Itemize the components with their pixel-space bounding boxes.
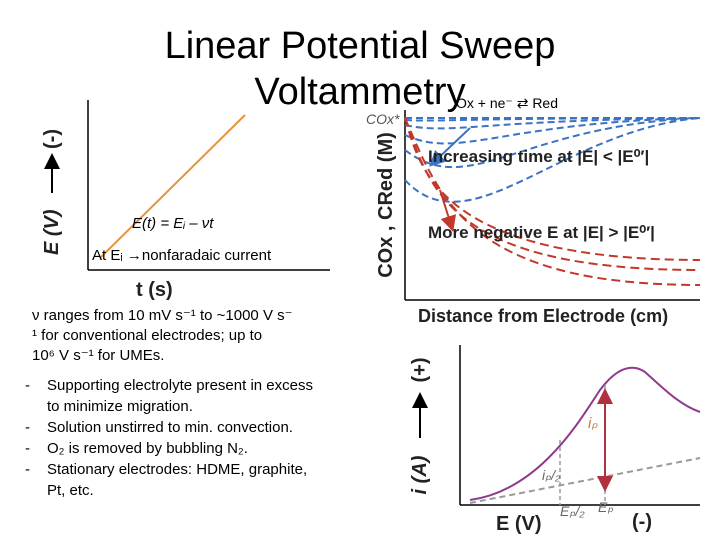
title: Linear Potential Sweep <box>165 25 556 67</box>
half-potential: Eₚ/₂ <box>560 503 585 519</box>
text-line: ¹ for conventional electrodes; up to <box>32 327 262 344</box>
bullet-text: O₂ is removed by bubbling N₂. <box>47 440 248 457</box>
bullet-text: Supporting electrolyte present in excess <box>47 377 313 394</box>
y-direction: (+) <box>409 358 431 383</box>
voltammogram: i (A) (+) E (V) (-) iₚ iₚ/₂ Eₚ/₂ Eₚ <box>409 345 701 535</box>
bullet-text: Pt, etc. <box>47 482 94 499</box>
peak-current: iₚ <box>588 415 598 432</box>
potential-plot: E (V) (-) t (s) E(t) = Eᵢ – νt At Eᵢ →no… <box>41 100 330 301</box>
y-label: i (A) <box>409 455 431 494</box>
text-line: ν ranges from 10 mV s⁻¹ to ~1000 V s⁻ <box>32 307 293 324</box>
red-label: More negative E at |E| > |E⁰′| <box>428 223 655 242</box>
bullet-marker: - <box>25 461 30 478</box>
bulk-label: COx* <box>366 111 400 127</box>
bullet-list: - Supporting electrolyte present in exces… <box>25 377 313 499</box>
bullet-marker: - <box>25 419 30 436</box>
note: At Eᵢ →nonfaradaic current <box>92 247 272 264</box>
title: Voltammetry <box>254 71 465 113</box>
scan-rate-text: ν ranges from 10 mV s⁻¹ to ~1000 V s⁻ ¹ … <box>32 307 293 364</box>
half-current: iₚ/₂ <box>542 467 561 483</box>
equation: E(t) = Eᵢ – νt <box>132 215 214 232</box>
bullet-text: Solution unstirred to min. convection. <box>47 419 293 436</box>
x-label: E (V) <box>496 513 542 535</box>
y-direction: (-) <box>41 129 63 149</box>
bullet-marker: - <box>25 440 30 457</box>
y-label: COx , CRed (M) <box>375 132 397 278</box>
y-label: E (V) <box>41 209 63 255</box>
concentration-plot: COx , CRed (M) COx* Increasing time at |… <box>366 110 701 326</box>
x-direction: (-) <box>632 511 652 533</box>
x-label: Distance from Electrode (cm) <box>418 306 668 326</box>
reaction: Ox + ne⁻ ⇄ Red <box>456 95 558 111</box>
peak-potential: Eₚ <box>598 499 613 515</box>
bullet-text: Stationary electrodes: HDME, graphite, <box>47 461 307 478</box>
text-line: 10⁶ V s⁻¹ for UMEs. <box>32 347 164 364</box>
bullet-text: to minimize migration. <box>47 398 193 415</box>
blue-label: Increasing time at |E| < |E⁰′| <box>428 147 649 166</box>
x-label: t (s) <box>136 279 173 301</box>
bullet-marker: - <box>25 377 30 394</box>
